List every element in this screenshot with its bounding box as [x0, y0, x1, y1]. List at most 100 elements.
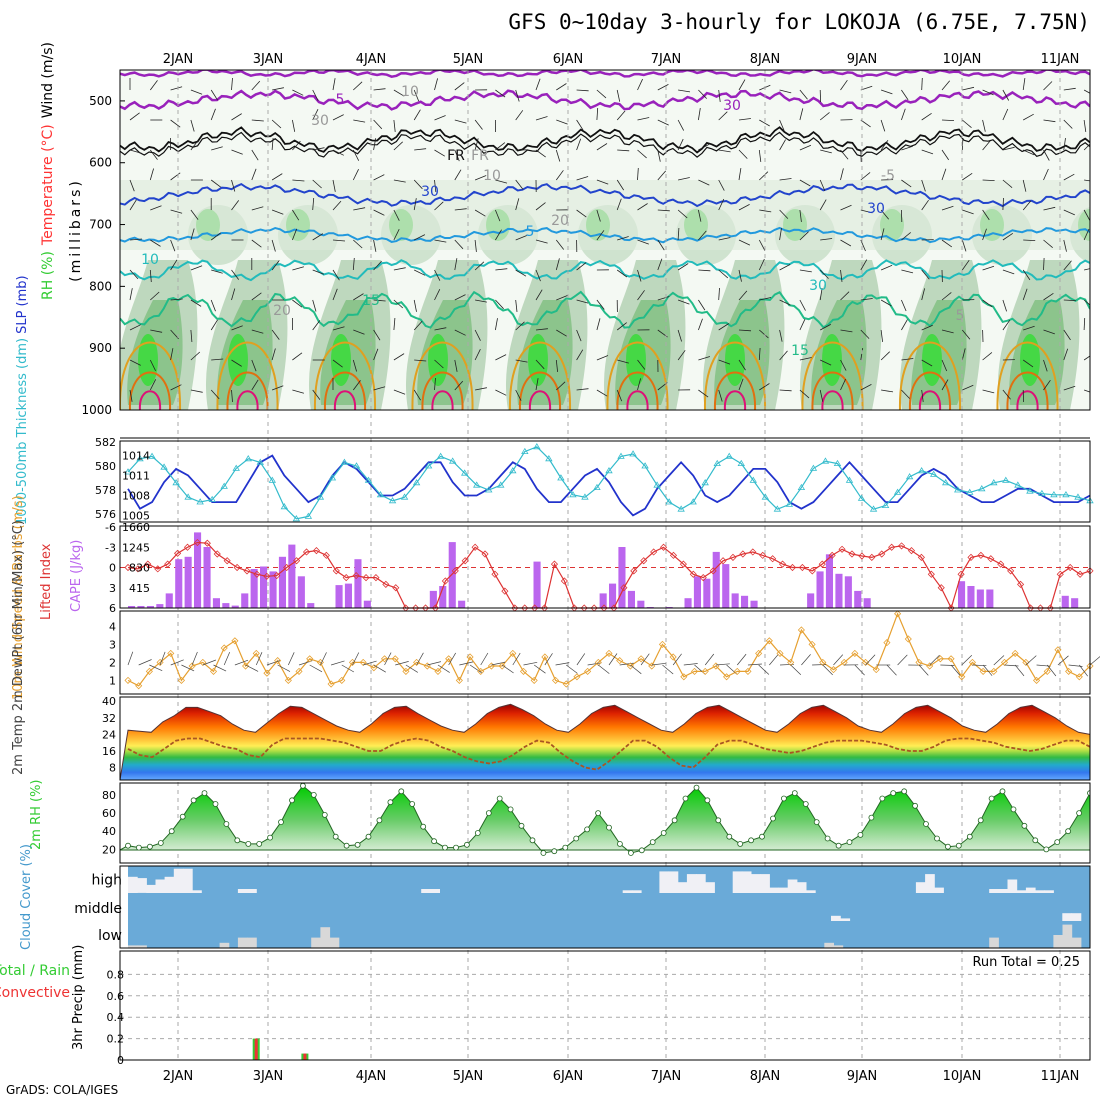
li-marker: [868, 553, 876, 561]
rh-tick: 40: [102, 825, 116, 838]
wind-barb: [779, 264, 791, 271]
rh-marker: [704, 797, 711, 804]
cape-bar: [278, 556, 286, 608]
upper-ylabel: RH (%)Temperature (°C)Wind (m/s): [40, 42, 56, 300]
li-marker: [927, 570, 935, 578]
temp-contour-arch: [508, 341, 572, 410]
rh-marker: [846, 839, 853, 845]
wind-barb: [758, 258, 765, 271]
rh-marker: [868, 814, 875, 821]
wind-barb: [373, 138, 377, 151]
li-marker: [739, 550, 747, 558]
rh-marker: [234, 837, 241, 844]
wind-barb: [352, 257, 355, 271]
temp-contour-arch: [411, 341, 474, 410]
thickness-marker: [593, 483, 601, 490]
date-top-9: 11JAN: [1041, 52, 1080, 67]
wind-barb: [637, 117, 650, 121]
rh-marker: [879, 795, 886, 802]
cloud-ylabel: Cloud Cover (%): [19, 844, 34, 950]
li-marker: [233, 563, 241, 572]
contour-label: 10: [401, 84, 419, 100]
cloud-bar-high: [421, 889, 431, 893]
cloud-row-label: low: [98, 928, 122, 944]
wind-barb-10m: [790, 664, 802, 675]
cloud-bar-high: [696, 874, 706, 893]
wind-barb: [312, 233, 324, 241]
wind-marker: [209, 667, 218, 675]
wind-barb: [758, 149, 762, 162]
wind-barb-10m: [202, 659, 217, 666]
precip-tick: 0.2: [107, 1033, 125, 1046]
wind-barb: [170, 329, 179, 340]
cloud-bar-high: [1035, 890, 1045, 893]
temp-contour: [120, 182, 1090, 208]
upper-air-panel: 5 10 30 FR FR 10 30 -5 5 30 30 5 10 15 20 30 15 20: [120, 70, 1100, 411]
wind-barb: [596, 230, 605, 241]
wind-barb: [860, 298, 873, 301]
wind-barb: [251, 149, 259, 161]
wind-barb: [617, 236, 629, 241]
wind-barb-10m: [576, 653, 586, 666]
wind-barb: [454, 359, 458, 372]
wind-barb-10m: [437, 664, 450, 673]
li-marker: [907, 547, 916, 555]
temp-contour-arch: [431, 390, 454, 410]
rh-marker: [1032, 837, 1039, 844]
wind-barb: [190, 228, 195, 241]
li-ylabel: Lifted Index: [39, 543, 54, 620]
wind-barb: [332, 179, 336, 192]
wind-barb: [596, 143, 608, 151]
wind-marker: [295, 667, 303, 675]
wind-barb: [210, 389, 220, 400]
cape-bar: [825, 554, 833, 608]
wind-barb: [880, 228, 885, 241]
thickness-marker: [256, 458, 264, 465]
wind-barb: [738, 118, 751, 121]
wind-barb: [210, 89, 218, 101]
wind-marker: [915, 658, 923, 666]
wind-marker: [883, 639, 891, 647]
wind-barb: [373, 260, 382, 271]
wind-barb: [1002, 146, 1015, 151]
pressure-tick: 800: [89, 279, 112, 293]
wind-barb: [1022, 78, 1026, 91]
li-marker: [1056, 570, 1064, 578]
wind-marker: [637, 655, 645, 663]
wind-barb: [596, 179, 609, 185]
thk-tick: 576: [95, 508, 116, 521]
wind-barb: [454, 329, 466, 336]
temp-contour-arch: [606, 341, 669, 410]
temp-contour: [120, 226, 1090, 244]
temp-contour-arch: [323, 371, 367, 410]
temp-contour-arch: [1095, 343, 1100, 411]
thickness-marker: [797, 483, 806, 490]
wind-barb: [332, 149, 344, 156]
rh-marker: [365, 833, 372, 840]
wind-marker: [487, 662, 495, 670]
wind-barb: [759, 297, 772, 301]
rh-marker: [289, 797, 295, 804]
thickness-marker: [148, 452, 156, 459]
wind-barb: [474, 349, 481, 361]
wind-barb: [1023, 325, 1035, 331]
wind-barb: [535, 359, 545, 370]
cape-bar: [712, 551, 720, 608]
thickness-marker: [473, 481, 481, 488]
wind-barb: [475, 299, 487, 303]
cloud-bar-high: [430, 889, 440, 893]
cloud-bar-low: [1071, 937, 1082, 948]
li-marker: [243, 567, 251, 575]
cape-bar: [693, 576, 701, 608]
wind-barb: [353, 207, 366, 211]
temp-contour-arch: [703, 341, 767, 410]
wind-marker: [423, 662, 431, 670]
wind-barb: [799, 269, 812, 273]
li-marker: [669, 551, 678, 559]
wind-barb: [576, 299, 589, 304]
wind-barb: [413, 198, 417, 211]
date-bottom-3: 5JAN: [453, 1069, 484, 1084]
wind-barb: [149, 379, 157, 391]
wind-barb: [1083, 299, 1090, 306]
wind-barb: [677, 209, 688, 219]
